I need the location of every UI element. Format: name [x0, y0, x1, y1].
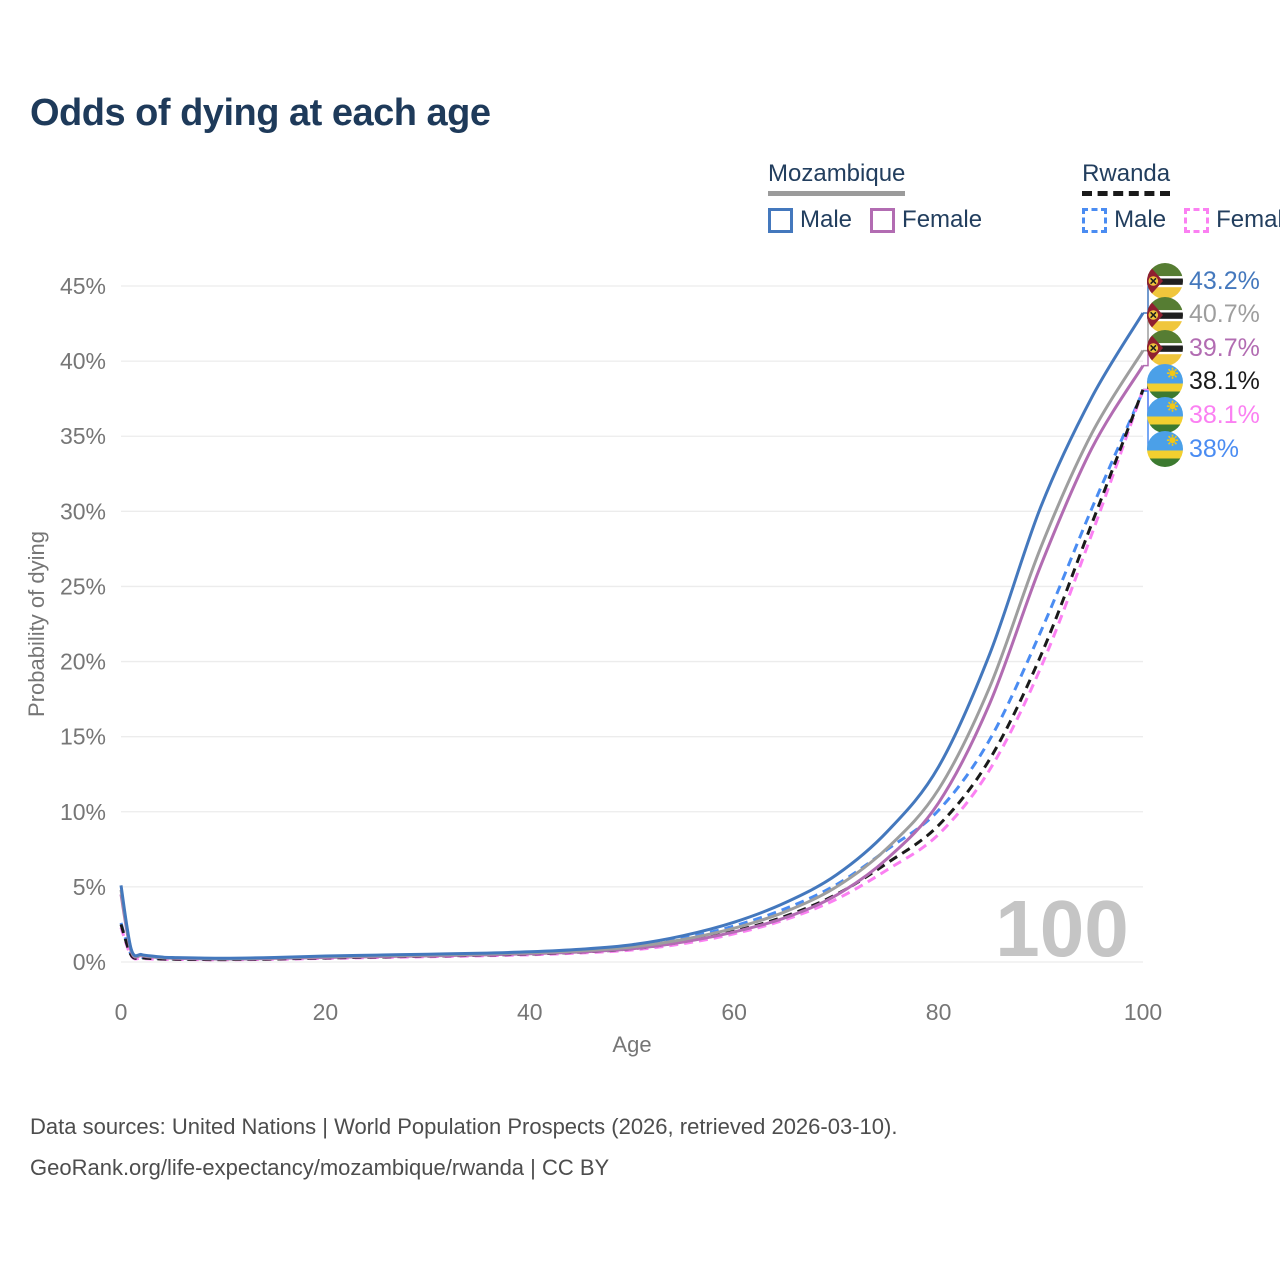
- footer-source-line: Data sources: United Nations | World Pop…: [30, 1114, 898, 1139]
- y-tick-label: 20%: [60, 649, 106, 675]
- series-line-rwanda-both-sexes[interactable]: [119, 389, 1145, 962]
- legend-item-label: Male: [1114, 206, 1167, 233]
- footer: Data sources: United Nations | World Pop…: [30, 1106, 897, 1188]
- label-leader-line: [1143, 381, 1153, 391]
- y-tick-label: 15%: [60, 724, 106, 750]
- legend-item-label: Male: [800, 206, 853, 233]
- series-line-rwanda-male[interactable]: [119, 390, 1145, 961]
- label-leader-line: [1143, 280, 1153, 314]
- series-line-rwanda-female[interactable]: [119, 389, 1145, 962]
- y-tick-label: 30%: [60, 498, 106, 524]
- x-tick-label: 100: [1124, 999, 1162, 1025]
- y-tick-label: 5%: [73, 874, 106, 900]
- y-tick-label: 45%: [60, 273, 106, 299]
- y-tick-label: 10%: [60, 799, 106, 825]
- y-axis-title: Probability of dying: [24, 531, 49, 717]
- legend-item-label: Female: [902, 206, 983, 233]
- page-title: Odds of dying at each age: [30, 92, 491, 134]
- legend-item-rwanda-male[interactable]: Male: [1082, 206, 1166, 234]
- legend: Mozambique Male Female Rwanda Ma: [768, 160, 1280, 234]
- age-watermark: 100: [995, 884, 1128, 973]
- legend-group-rwanda: Rwanda Male Female: [1082, 160, 1280, 234]
- x-tick-label: 40: [517, 999, 543, 1025]
- x-tick-label: 20: [313, 999, 339, 1025]
- legend-country-rwanda[interactable]: Rwanda: [1082, 160, 1280, 196]
- legend-country-label: Rwanda: [1082, 160, 1171, 196]
- rwanda-male-swatch-icon: [1082, 207, 1108, 233]
- legend-group-mozambique: Mozambique Male Female: [768, 160, 982, 234]
- y-tick-label: 35%: [60, 423, 106, 449]
- legend-country-mozambique[interactable]: Mozambique: [768, 160, 982, 196]
- legend-item-mozambique-male[interactable]: Male: [768, 206, 852, 234]
- series-line-mozambique-female[interactable]: [119, 364, 1145, 961]
- x-tick-label: 60: [721, 999, 747, 1025]
- rwanda-female-swatch-icon: [1184, 207, 1210, 233]
- series-line-mozambique-male[interactable]: [119, 312, 1145, 960]
- legend-country-label: Mozambique: [768, 160, 906, 196]
- mozambique-male-swatch-icon: [768, 207, 793, 233]
- y-tick-label: 40%: [60, 348, 106, 374]
- y-tick-label: 25%: [60, 573, 106, 599]
- x-tick-label: 80: [926, 999, 952, 1025]
- y-tick-label: 0%: [73, 949, 106, 975]
- legend-item-label: Female: [1216, 206, 1280, 233]
- x-tick-label: 0: [115, 999, 128, 1025]
- legend-item-mozambique-female[interactable]: Female: [870, 206, 982, 234]
- x-axis-title: Age: [612, 1032, 651, 1057]
- mozambique-female-swatch-icon: [870, 207, 896, 233]
- footer-url-line: GeoRank.org/life-expectancy/mozambique/r…: [30, 1155, 610, 1180]
- legend-item-rwanda-female[interactable]: Female: [1184, 206, 1280, 234]
- label-leader-line: [1143, 313, 1153, 352]
- label-leader-line: [1143, 390, 1153, 450]
